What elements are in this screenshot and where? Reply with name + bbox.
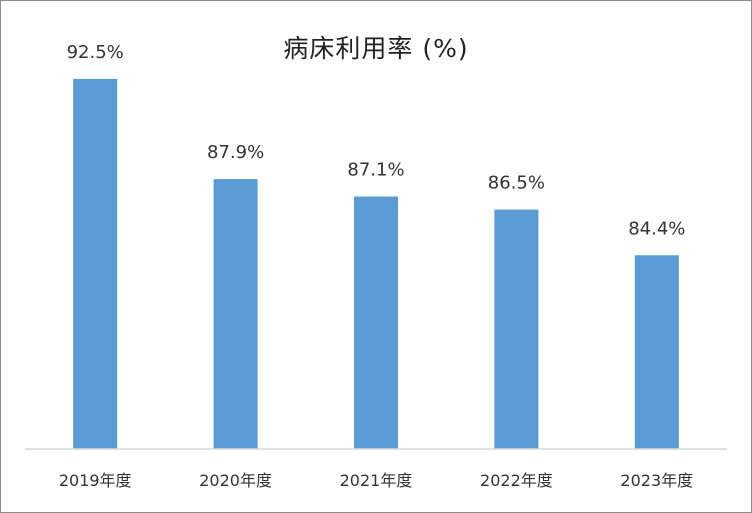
x-tick-label: 2023年度 <box>620 471 693 490</box>
bar-2022年度 <box>494 209 539 449</box>
x-tick-label: 2019年度 <box>59 471 132 490</box>
data-label: 84.4% <box>628 218 685 239</box>
bar-2023年度 <box>634 255 679 449</box>
x-tick-label: 2020年度 <box>199 471 272 490</box>
bars-group <box>73 78 679 450</box>
chart-title: 病床利用率 (%) <box>283 34 469 63</box>
bar-2021年度 <box>354 196 398 449</box>
x-tick-label: 2021年度 <box>340 471 413 490</box>
data-label: 87.1% <box>347 159 404 180</box>
data-label: 87.9% <box>207 142 264 163</box>
x-tick-label: 2022年度 <box>480 471 553 490</box>
labels-group: 92.5% 87.9% 87.1% 86.5% 84.4% <box>67 42 686 239</box>
bar-2019年度 <box>73 78 118 449</box>
data-label: 86.5% <box>488 173 545 194</box>
data-label: 92.5% <box>67 42 124 63</box>
ticks-group: 2019年度 2020年度 2021年度 2022年度 2023年度 <box>59 471 693 490</box>
bar-2020年度 <box>213 179 258 450</box>
